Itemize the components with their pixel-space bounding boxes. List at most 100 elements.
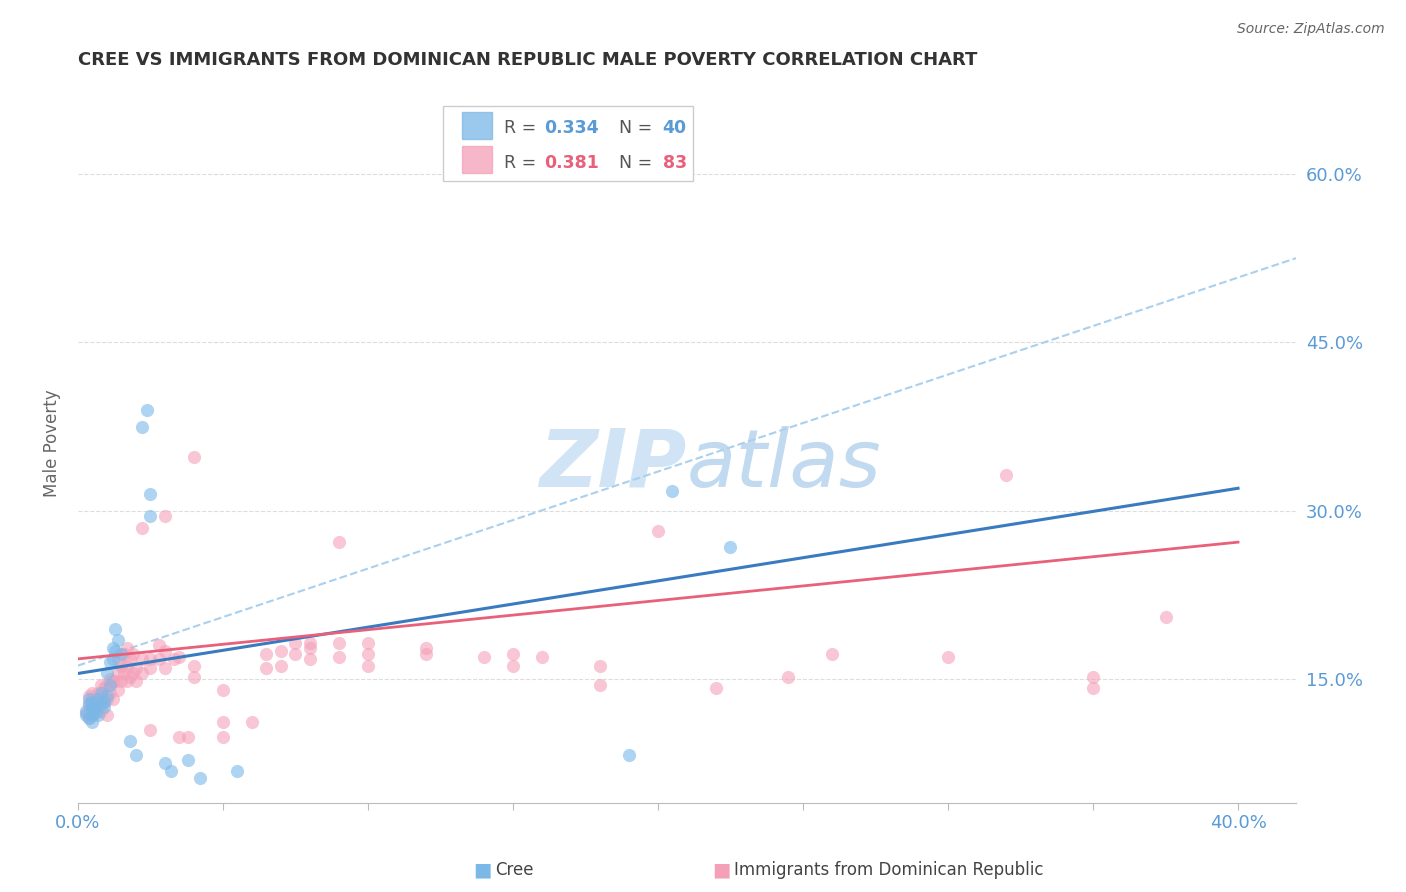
Point [110, 648, 132, 662]
Point [122, 648, 145, 662]
Point [84, 700, 107, 714]
Point [211, 683, 233, 698]
Point [76, 708, 98, 723]
Point [328, 535, 350, 549]
Point [153, 644, 176, 658]
Point [131, 419, 153, 434]
Point [139, 661, 162, 675]
Point [211, 714, 233, 729]
Point [298, 640, 321, 655]
Point [328, 649, 350, 664]
Text: 0.334: 0.334 [544, 120, 599, 137]
Point [110, 658, 132, 673]
Point [79, 692, 101, 706]
Point [96, 692, 118, 706]
Point [589, 658, 612, 673]
Point [211, 731, 233, 745]
Point [82, 714, 104, 729]
Point [148, 639, 170, 653]
Point [148, 652, 170, 666]
Bar [461, 112, 492, 139]
Point [298, 652, 321, 666]
Text: Immigrants from Dominican Republic: Immigrants from Dominican Republic [734, 861, 1043, 879]
Point [118, 670, 141, 684]
Bar [461, 146, 492, 173]
Point [93, 695, 115, 709]
Point [79, 711, 101, 725]
Point [183, 658, 205, 673]
Text: Cree: Cree [495, 861, 533, 879]
Point [104, 674, 127, 689]
Point [357, 636, 380, 650]
Point [254, 661, 277, 675]
Point [98, 685, 121, 699]
Text: N =: N = [607, 120, 658, 137]
Point [98, 655, 121, 669]
Point [115, 674, 138, 689]
Point [188, 771, 211, 785]
Point [87, 692, 110, 706]
Point [79, 689, 101, 703]
Point [84, 706, 107, 720]
Point [98, 678, 121, 692]
Point [169, 649, 191, 664]
Point [87, 685, 110, 699]
Point [131, 666, 153, 681]
Point [153, 509, 176, 524]
Point [502, 648, 524, 662]
Point [79, 697, 101, 711]
Point [994, 467, 1017, 482]
Point [90, 678, 112, 692]
Point [125, 748, 148, 763]
Point [115, 658, 138, 673]
Point [125, 674, 148, 689]
Point [357, 658, 380, 673]
Point [153, 661, 176, 675]
Point [183, 670, 205, 684]
Point [821, 648, 844, 662]
Point [93, 695, 115, 709]
Point [720, 540, 742, 554]
Point [415, 648, 437, 662]
Point [1081, 681, 1104, 695]
Point [96, 666, 118, 681]
Point [115, 640, 138, 655]
Y-axis label: Male Poverty: Male Poverty [44, 390, 60, 497]
Point [104, 622, 127, 636]
Point [617, 748, 640, 763]
Text: 0.381: 0.381 [544, 153, 599, 171]
Point [472, 649, 495, 664]
Point [87, 697, 110, 711]
Point [112, 666, 135, 681]
Point [502, 658, 524, 673]
Point [79, 711, 101, 725]
Point [153, 756, 176, 771]
Point [661, 483, 683, 498]
Point [778, 670, 800, 684]
Text: ZIP: ZIP [540, 425, 688, 504]
Point [96, 689, 118, 703]
Point [82, 701, 104, 715]
Point [270, 644, 292, 658]
Point [93, 700, 115, 714]
Point [226, 764, 249, 779]
Point [79, 697, 101, 711]
Text: R =: R = [505, 153, 541, 171]
Point [298, 636, 321, 650]
Point [139, 487, 162, 501]
Point [169, 731, 191, 745]
Point [76, 704, 98, 718]
Point [90, 685, 112, 699]
Point [76, 706, 98, 720]
Point [90, 697, 112, 711]
Point [93, 681, 115, 695]
Point [82, 700, 104, 714]
Point [530, 649, 553, 664]
Point [107, 666, 129, 681]
Point [139, 652, 162, 666]
Point [183, 450, 205, 464]
Point [136, 402, 159, 417]
Point [131, 652, 153, 666]
Point [84, 704, 107, 718]
Point [82, 708, 104, 723]
